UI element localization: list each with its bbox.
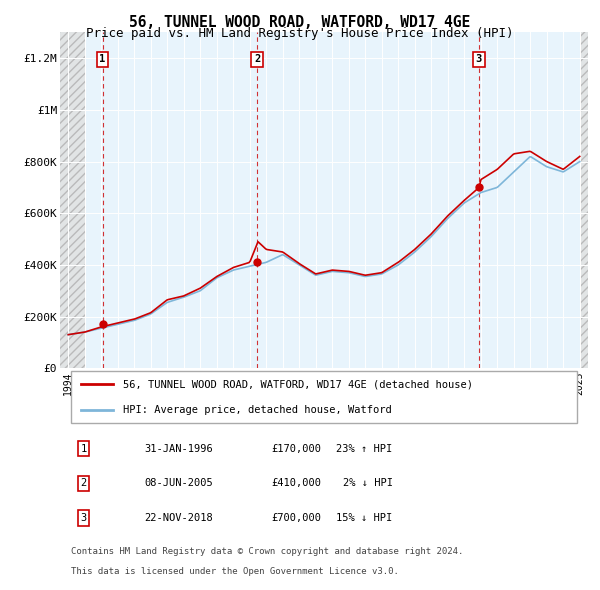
Text: £410,000: £410,000 xyxy=(271,478,321,489)
Text: 15% ↓ HPI: 15% ↓ HPI xyxy=(337,513,392,523)
Text: 3: 3 xyxy=(80,513,87,523)
Text: 2: 2 xyxy=(80,478,87,489)
FancyBboxPatch shape xyxy=(71,371,577,423)
Text: 1: 1 xyxy=(80,444,87,454)
Bar xyxy=(60,32,85,368)
Text: 23% ↑ HPI: 23% ↑ HPI xyxy=(337,444,392,454)
Bar xyxy=(580,32,588,368)
Text: 31-JAN-1996: 31-JAN-1996 xyxy=(145,444,213,454)
Text: 1: 1 xyxy=(100,54,106,64)
Text: £700,000: £700,000 xyxy=(271,513,321,523)
Text: 3: 3 xyxy=(476,54,482,64)
Text: 22-NOV-2018: 22-NOV-2018 xyxy=(145,513,213,523)
Text: Price paid vs. HM Land Registry's House Price Index (HPI): Price paid vs. HM Land Registry's House … xyxy=(86,27,514,40)
Text: 56, TUNNEL WOOD ROAD, WATFORD, WD17 4GE: 56, TUNNEL WOOD ROAD, WATFORD, WD17 4GE xyxy=(130,15,470,30)
Text: Contains HM Land Registry data © Crown copyright and database right 2024.: Contains HM Land Registry data © Crown c… xyxy=(71,548,463,556)
Text: This data is licensed under the Open Government Licence v3.0.: This data is licensed under the Open Gov… xyxy=(71,567,398,576)
Text: HPI: Average price, detached house, Watford: HPI: Average price, detached house, Watf… xyxy=(124,405,392,415)
Text: 56, TUNNEL WOOD ROAD, WATFORD, WD17 4GE (detached house): 56, TUNNEL WOOD ROAD, WATFORD, WD17 4GE … xyxy=(124,379,473,389)
Text: 2% ↓ HPI: 2% ↓ HPI xyxy=(343,478,392,489)
Text: £170,000: £170,000 xyxy=(271,444,321,454)
Text: 08-JUN-2005: 08-JUN-2005 xyxy=(145,478,213,489)
Text: 2: 2 xyxy=(254,54,260,64)
